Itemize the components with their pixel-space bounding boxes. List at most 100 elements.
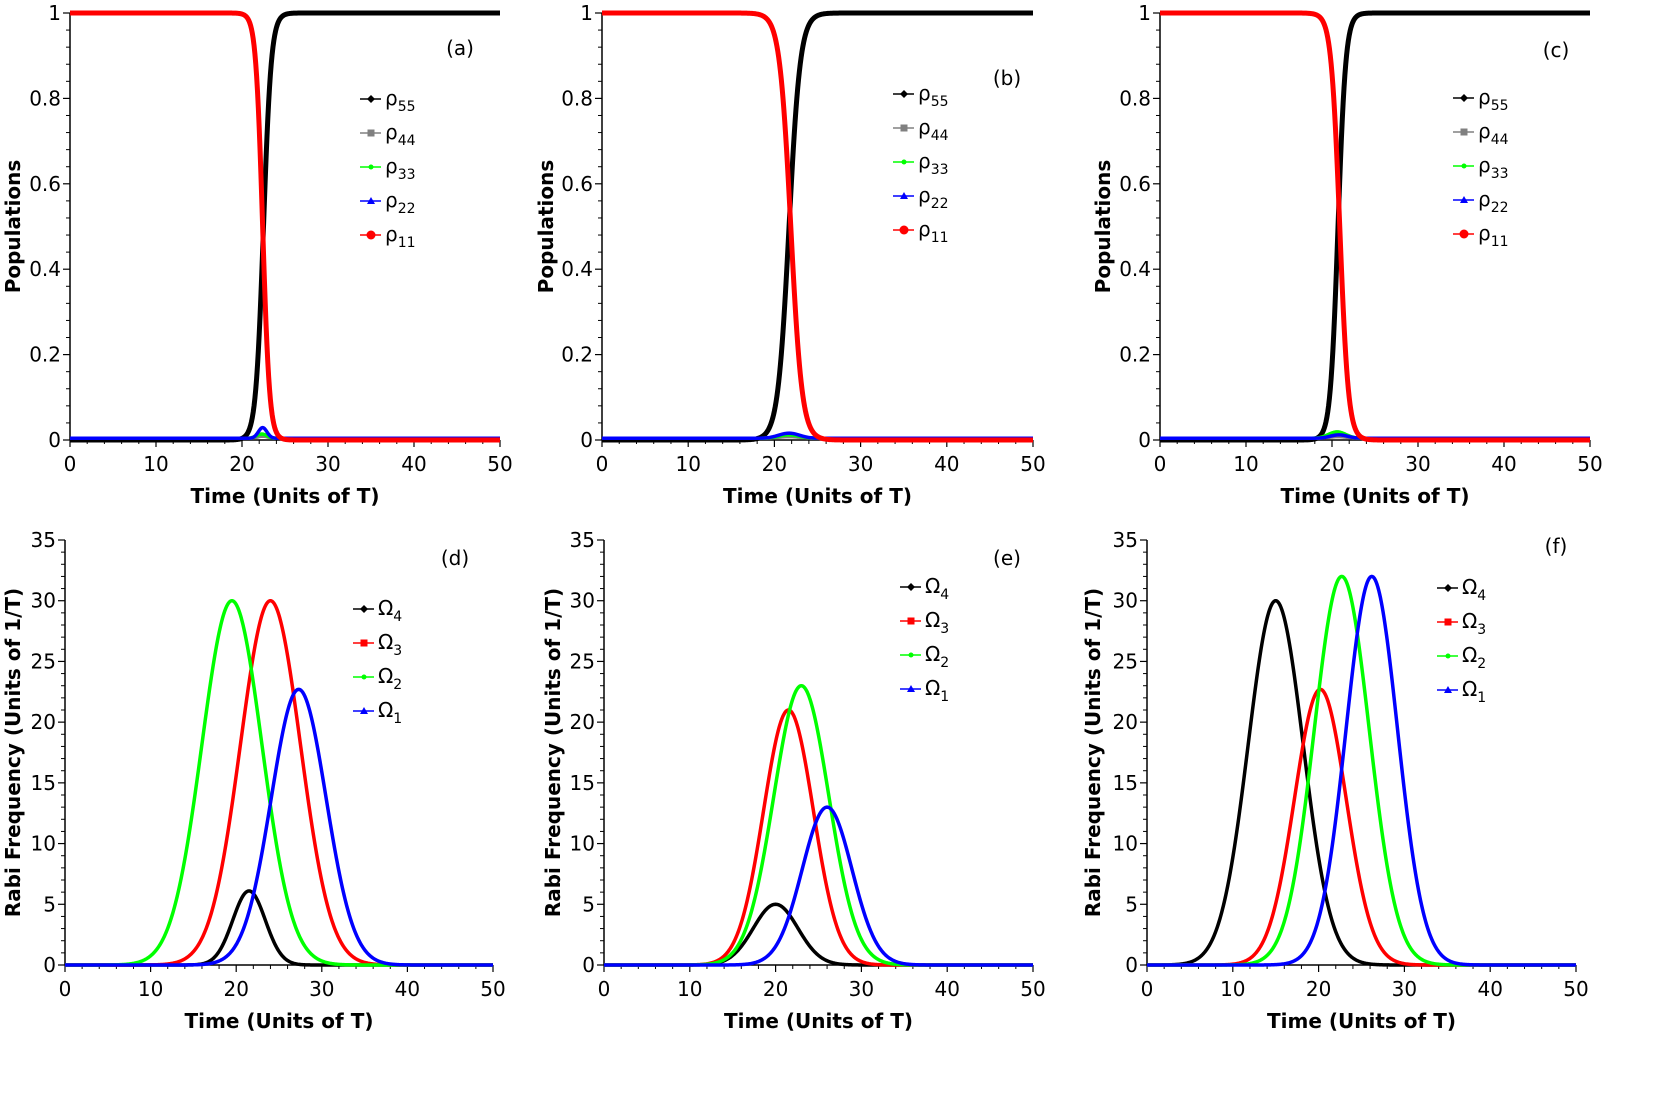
legend-subscript: 4 — [1477, 588, 1486, 604]
y-axis-label: Rabi Frequency (Units of 1/T) — [1, 588, 25, 917]
legend: ρ55 ρ44 ρ33 ρ22 ρ11 — [360, 86, 416, 251]
y-tick-label: 0 — [582, 953, 595, 977]
y-tick-label: 0.6 — [561, 172, 593, 196]
legend-marker — [366, 230, 376, 240]
legend-subscript: 55 — [931, 94, 949, 110]
legend-entry: ρ44 — [1478, 119, 1509, 148]
x-tick-label: 0 — [1141, 977, 1154, 1001]
legend-marker — [1461, 163, 1467, 169]
y-tick-label: 30 — [1113, 589, 1138, 613]
x-axis-label: Time (Units of T) — [1267, 1009, 1456, 1033]
legend-entry: ρ55 — [918, 81, 949, 110]
y-tick-label: 25 — [31, 649, 56, 673]
x-tick-label: 30 — [849, 977, 874, 1001]
legend-entry: ρ55 — [1478, 85, 1509, 114]
x-tick-label: 40 — [1477, 977, 1502, 1001]
series-line-Ω1 — [1146, 574, 1577, 967]
y-tick-label: 10 — [31, 832, 56, 856]
y-tick-label: 5 — [43, 892, 56, 916]
x-tick-label: 40 — [934, 977, 959, 1001]
y-tick-label: 35 — [570, 528, 595, 552]
legend-entry: ρ11 — [1478, 221, 1509, 250]
legend-subscript: 33 — [931, 162, 949, 178]
legend-marker — [1444, 618, 1452, 626]
y-tick-label: 0.2 — [1119, 343, 1151, 367]
y-tick-label: 0.8 — [29, 86, 61, 110]
legend-entry: Ω1 — [378, 698, 402, 727]
series-line-Ω2 — [1146, 574, 1577, 967]
legend-subscript: 33 — [398, 167, 416, 183]
legend: ρ55 ρ44 ρ33 ρ22 ρ11 — [893, 81, 949, 246]
series-line-Ω4 — [64, 889, 494, 967]
y-tick-label: 0.4 — [29, 257, 61, 281]
legend-marker — [900, 124, 908, 132]
legend-subscript: 44 — [931, 128, 949, 144]
x-axis-label: Time (Units of T) — [185, 1009, 374, 1033]
y-tick-label: 0.8 — [561, 86, 593, 110]
legend-subscript: 22 — [1491, 200, 1509, 216]
legend-marker — [907, 617, 915, 625]
y-tick-label: 20 — [570, 710, 595, 734]
series-line-Ω1 — [64, 687, 494, 967]
legend-entry: ρ55 — [385, 86, 416, 115]
legend-marker — [1445, 653, 1451, 659]
legend-entry: Ω3 — [925, 608, 949, 637]
legend-marker — [908, 652, 914, 658]
y-tick-label: 5 — [582, 892, 595, 916]
x-tick-label: 40 — [1491, 452, 1516, 476]
y-tick-label: 0.2 — [29, 343, 61, 367]
legend-subscript: 4 — [393, 609, 402, 625]
legend-marker — [901, 159, 907, 165]
legend-entry: ρ44 — [918, 115, 949, 144]
x-tick-label: 10 — [1233, 452, 1258, 476]
legend: Ω4 Ω3 Ω2 Ω1 — [353, 596, 402, 727]
panel-label: (e) — [993, 546, 1021, 570]
panel-e: 0 10 20 30 40 50 0 5 10 15 20 25 30 35 Time (Units of … — [541, 528, 1046, 1033]
y-tick-label: 0.4 — [1119, 257, 1151, 281]
panel-label: (a) — [446, 36, 474, 60]
y-tick-label: 0 — [1138, 428, 1151, 452]
legend-subscript: 4 — [940, 587, 949, 603]
x-tick-label: 0 — [1154, 452, 1167, 476]
legend-entry: Ω4 — [378, 596, 402, 625]
y-axis-label: Populations — [534, 160, 558, 294]
panel-label: (c) — [1543, 38, 1570, 62]
x-tick-label: 10 — [143, 452, 168, 476]
legend-marker — [900, 90, 908, 98]
y-tick-label: 0.6 — [1119, 172, 1151, 196]
y-tick-label: 15 — [31, 771, 56, 795]
y-tick-label: 25 — [1113, 649, 1138, 673]
x-tick-label: 50 — [480, 977, 505, 1001]
legend-subscript: 44 — [398, 133, 416, 149]
legend-subscript: 3 — [393, 643, 402, 659]
x-tick-label: 50 — [1577, 452, 1602, 476]
legend-marker — [361, 674, 367, 680]
legend-subscript: 55 — [1491, 98, 1509, 114]
y-tick-label: 20 — [31, 710, 56, 734]
y-axis-label: Rabi Frequency (Units of 1/T) — [541, 588, 565, 917]
legend-subscript: 22 — [931, 196, 949, 212]
x-tick-label: 20 — [763, 977, 788, 1001]
legend-subscript: 2 — [393, 677, 402, 693]
legend-subscript: 2 — [940, 655, 949, 671]
legend-marker — [360, 605, 368, 613]
legend-subscript: 3 — [940, 621, 949, 637]
legend-entry: Ω4 — [1462, 575, 1486, 604]
legend-subscript: 1 — [393, 711, 402, 727]
series-line-Ω2 — [64, 598, 494, 967]
series-line-Ω4 — [603, 902, 1034, 967]
legend-entry: Ω1 — [1462, 677, 1486, 706]
legend-entry: Ω2 — [925, 642, 949, 671]
legend-marker — [907, 685, 915, 692]
x-tick-label: 20 — [762, 452, 787, 476]
y-tick-label: 20 — [1113, 710, 1138, 734]
series-line-Ω2 — [603, 683, 1034, 967]
panel-f: 0 10 20 30 40 50 0 5 10 15 20 25 30 35 Time (Units of … — [1081, 528, 1589, 1033]
y-tick-label: 10 — [570, 832, 595, 856]
legend-subscript: 2 — [1477, 656, 1486, 672]
series-line-ρ55 — [1158, 10, 1592, 443]
series-line-Ω3 — [1146, 687, 1577, 967]
x-tick-label: 0 — [596, 452, 609, 476]
legend-entry: ρ11 — [385, 222, 416, 251]
y-axis-label: Populations — [1091, 160, 1115, 294]
